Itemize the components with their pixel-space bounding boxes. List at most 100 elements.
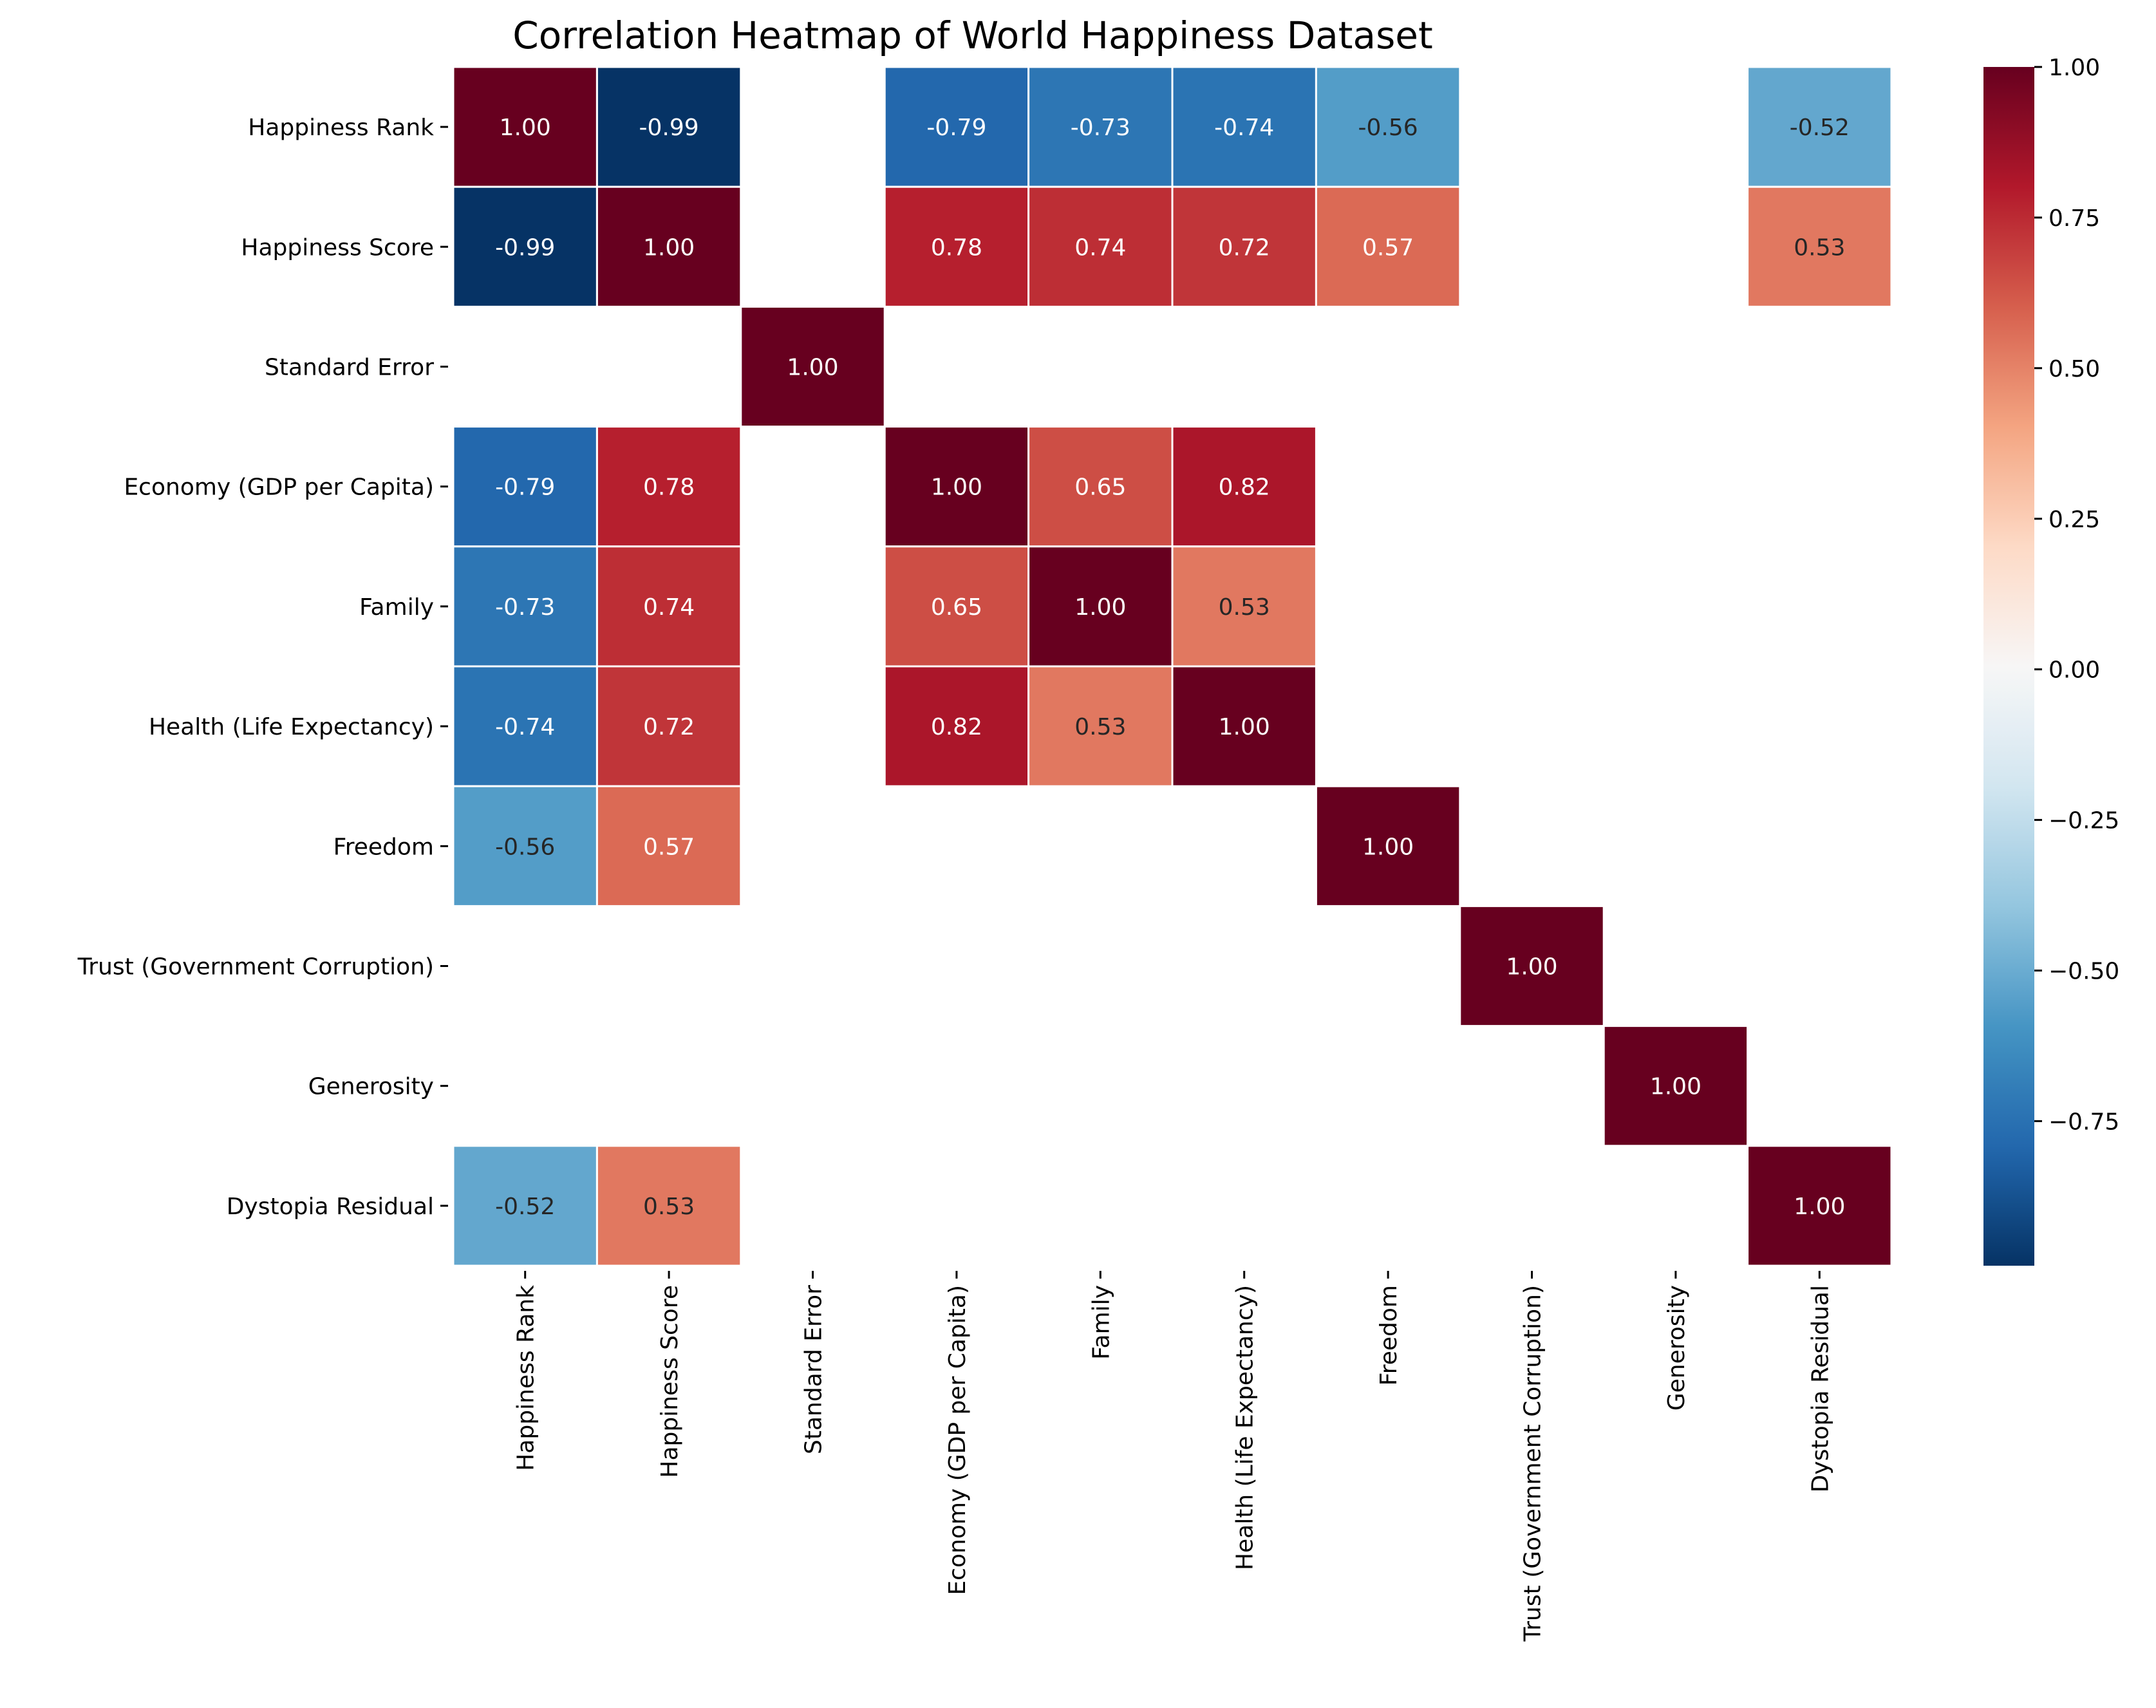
heatmap-cell [595,426,742,548]
cell-value-label: -0.99 [639,115,699,141]
heatmap-cell [1171,185,1317,308]
heatmap-cell [452,426,598,548]
cell-value-label: -0.79 [926,115,986,141]
colorbar-tick-label: −0.25 [2048,808,2119,834]
x-axis-labels: Happiness Rank Happiness Score Standard Er… [513,1271,1833,1642]
heatmap-cell [595,665,742,787]
heatmap-cell [740,305,886,428]
cell-value-label: 1.00 [1074,594,1126,621]
colorbar: 1.00 0.75 0.50 0.25 0.00 −0.25 −0.50 −0.75 [1983,55,2119,1266]
heatmap-cell [883,426,1030,548]
cell-value-label: 1.00 [1650,1074,1701,1100]
cell-value-label: 0.72 [1219,234,1270,261]
x-tick-label-trust-government-corruption: Trust (Government Corruption) [1520,1285,1546,1642]
y-tick-label-generosity: Generosity [308,1074,434,1100]
heatmap-cell [1602,1025,1749,1147]
heatmap-cell [1315,66,1461,188]
heatmap-cell [595,1145,742,1267]
heatmap-cell [1171,426,1317,548]
cell-value-label: 0.57 [643,834,695,860]
heatmap-cell [1459,905,1605,1028]
cell-value-label: 0.65 [1074,474,1126,501]
cell-value-label: -0.74 [495,714,555,740]
cell-value-label: -0.74 [1214,115,1274,141]
y-tick-label-health-life-expectancy: Health (Life Expectancy) [149,714,434,740]
y-tick-label-trust-government-corruption: Trust (Government Corruption) [77,954,434,981]
y-tick-label-dystopia-residual: Dystopia Residual [227,1194,434,1220]
y-tick-label-economy-gdp-per-capita: Economy (GDP per Capita) [124,474,434,501]
cell-value-label: -0.52 [495,1194,555,1220]
cell-value-label: 0.53 [643,1194,695,1220]
cell-value-label: 0.53 [1794,234,1845,261]
cell-value-label: -0.73 [1071,115,1130,141]
cell-value-label: 0.82 [931,714,982,740]
heatmap-cell [883,545,1030,668]
heatmap-cell [1747,1145,1893,1267]
y-tick-label-family: Family [359,594,434,621]
chart-title: Correlation Heatmap of World Happiness D… [512,14,1432,57]
heatmap-cells: 1.00 -0.99 -0.79 -0.73 -0.74 -0.56 -0.52 -0.99 1… [452,66,1893,1267]
cell-value-label: -0.73 [495,594,555,621]
colorbar-tick-label: 0.75 [2048,205,2100,232]
colorbar-tick-label: 0.50 [2048,356,2100,382]
heatmap-cell [1315,185,1461,308]
colorbar-tick-label: 1.00 [2048,55,2100,81]
heatmap-cell [1747,185,1893,308]
cell-value-label: 1.00 [643,234,695,261]
heatmap-cell [452,1145,598,1267]
cell-value-label: 0.57 [1362,234,1414,261]
cell-value-label: 1.00 [1362,834,1414,860]
heatmap-cell [883,66,1030,188]
cell-value-label: -0.99 [495,234,555,261]
heatmap-cell [1171,665,1317,787]
x-tick-label-family: Family [1088,1285,1114,1360]
cell-value-label: 1.00 [500,115,551,141]
cell-value-label: 1.00 [931,474,982,501]
heatmap-cell [1027,426,1174,548]
heatmap-cell [883,185,1030,308]
x-tick-label-happiness-score: Happiness Score [657,1285,683,1478]
colorbar-tick-label: −0.50 [2048,959,2119,985]
cell-value-label: -0.79 [495,474,555,501]
cell-value-label: 0.65 [931,594,982,621]
cell-value-label: -0.56 [495,834,555,860]
cell-value-label: 0.74 [1074,234,1126,261]
cell-value-label: 1.00 [787,355,838,381]
heatmap-cell [595,66,742,188]
cell-value-label: 0.72 [643,714,695,740]
cell-value-label: 1.00 [1794,1194,1845,1220]
heatmap-cell [452,785,598,907]
x-tick-label-dystopia-residual: Dystopia Residual [1807,1285,1833,1492]
y-tick-label-happiness-score: Happiness Score [241,234,434,261]
x-tick-label-freedom: Freedom [1376,1285,1402,1385]
heatmap-cell [595,185,742,308]
cell-value-label: -0.56 [1358,115,1418,141]
x-tick-label-health-life-expectancy: Health (Life Expectancy) [1232,1285,1259,1570]
heatmap-cell [595,785,742,907]
heatmap-cell [1171,545,1317,668]
heatmap-cell [595,545,742,668]
y-axis-labels: Happiness Rank Happiness Score Standard Er… [77,115,448,1220]
cell-value-label: 0.53 [1074,714,1126,740]
y-tick-label-freedom: Freedom [333,834,434,860]
heatmap-cell [1027,665,1174,787]
cell-value-label: 1.00 [1219,714,1270,740]
cell-value-label: 0.78 [643,474,695,501]
heatmap-cell [883,665,1030,787]
cell-value-label: 1.00 [1506,954,1557,981]
cell-value-label: 0.53 [1219,594,1270,621]
colorbar-tick-label: 0.00 [2048,657,2100,684]
x-tick-label-generosity: Generosity [1664,1285,1690,1411]
y-tick-label-standard-error: Standard Error [265,355,434,381]
x-tick-label-standard-error: Standard Error [801,1285,827,1454]
cell-value-label: -0.52 [1790,115,1850,141]
colorbar-tick-label: 0.25 [2048,507,2100,533]
x-tick-label-happiness-rank: Happiness Rank [513,1285,539,1471]
heatmap-cell [452,545,598,668]
heatmap-cell [1315,785,1461,907]
y-tick-label-happiness-rank: Happiness Rank [248,115,434,141]
heatmap-cell [1027,66,1174,188]
heatmap-cell [452,66,598,188]
cell-value-label: 0.78 [931,234,982,261]
